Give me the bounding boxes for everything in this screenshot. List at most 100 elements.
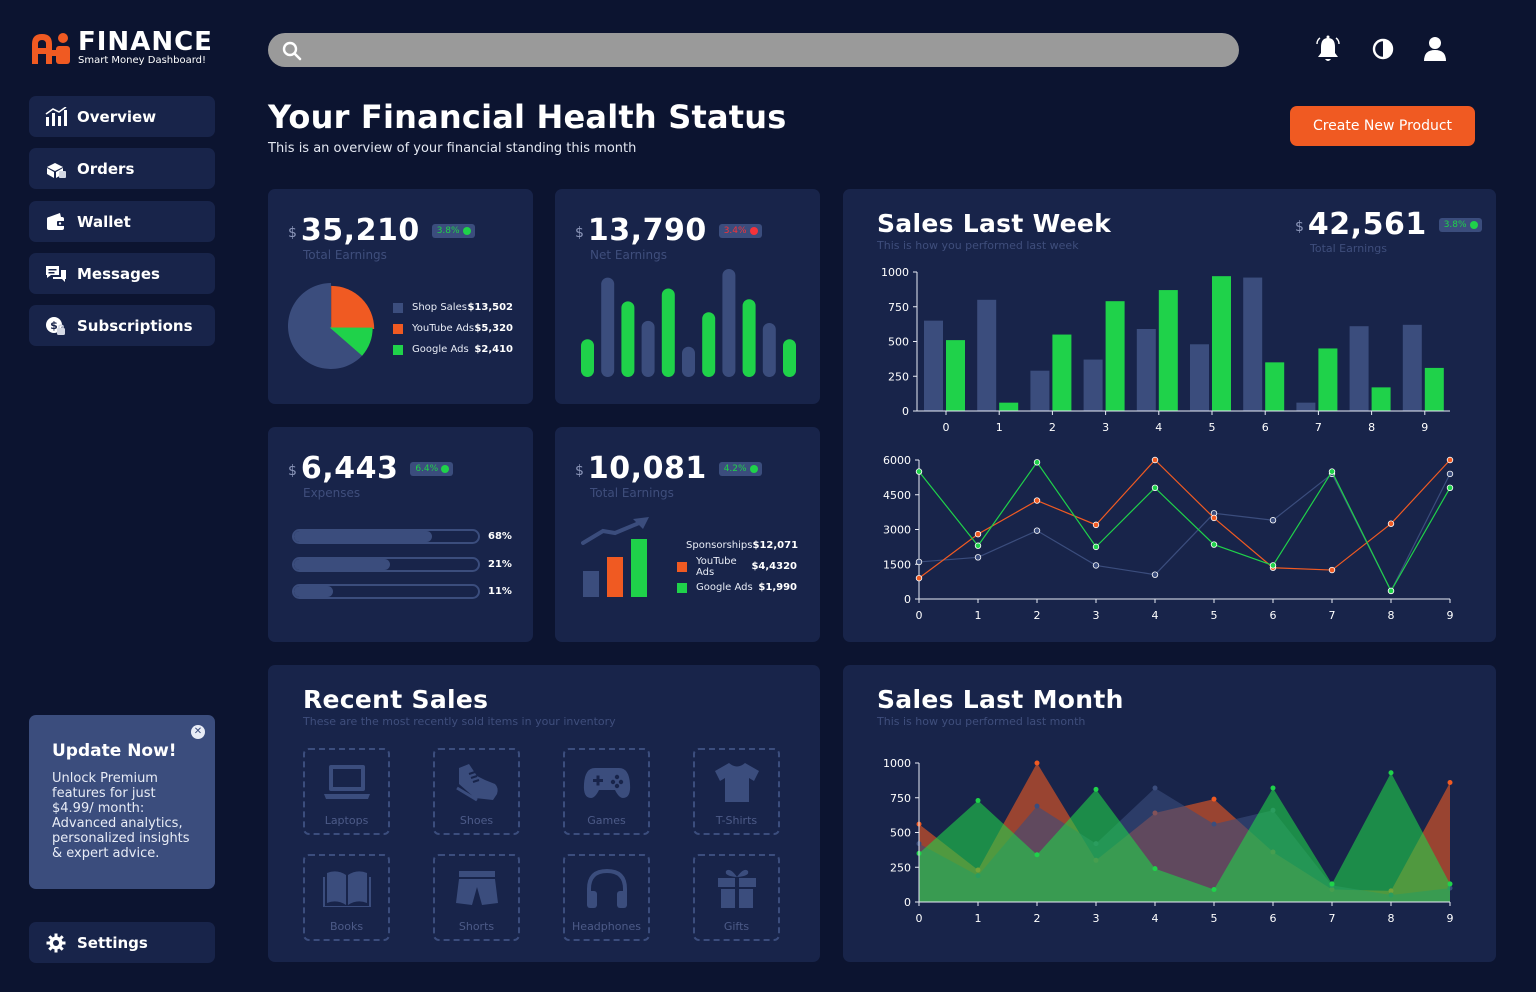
x-tick-label: 8: [1368, 421, 1375, 434]
progress-bar: [292, 557, 480, 572]
net-earnings-bar-chart: [581, 269, 796, 377]
data-point: [1388, 770, 1394, 776]
data-point: [1446, 484, 1454, 491]
currency-symbol: $: [288, 224, 297, 241]
x-tick-label: 4: [1155, 421, 1162, 434]
legend-item: Google Ads $1,990: [677, 577, 797, 598]
x-tick-label: 7: [1315, 421, 1322, 434]
bar: [1030, 370, 1050, 411]
close-icon[interactable]: ✕: [191, 725, 205, 739]
data-point: [1328, 566, 1336, 574]
settings-button[interactable]: Settings: [29, 922, 215, 963]
y-tick-label: 4500: [883, 489, 911, 502]
category-headphones[interactable]: Headphones: [563, 854, 650, 941]
bar: [1424, 367, 1444, 411]
sidebar-item-wallet[interactable]: Wallet: [29, 201, 215, 242]
data-point: [1151, 571, 1159, 578]
x-tick-label: 9: [1421, 421, 1428, 434]
series-line: [918, 459, 1451, 579]
status-badge: 6.4%: [410, 461, 454, 476]
data-point: [915, 574, 923, 582]
headphones-icon: [584, 856, 630, 920]
expenses-card: $ 6,443 6.4% Expenses 68% 21% 11%: [268, 427, 533, 642]
x-tick-label: 8: [1388, 609, 1395, 622]
sidebar-item-messages[interactable]: Messages: [29, 253, 215, 294]
bar: [1349, 326, 1369, 411]
notifications-bell-icon[interactable]: [1314, 34, 1342, 64]
weekly-bar-chart: 0 250 500 750 1000 0 1 2 3 4 5 6 7 8 9: [881, 266, 1450, 434]
data-point: [1033, 459, 1041, 466]
upgrade-promo-card: ✕ Update Now! Unlock Premium features fo…: [29, 715, 215, 889]
user-profile-icon[interactable]: [1421, 34, 1449, 64]
bar: [1296, 402, 1316, 411]
x-tick-label: 3: [1093, 912, 1100, 925]
legend-item: Google Ads $2,410: [393, 339, 513, 360]
y-tick-label: 1000: [883, 757, 911, 770]
bar: [1402, 324, 1422, 411]
expenses-value: 6,443: [300, 451, 399, 486]
logo-mark-icon: [30, 30, 76, 66]
sidebar-item-orders[interactable]: Orders: [29, 148, 215, 189]
data-point: [1269, 562, 1277, 569]
search-icon: [282, 41, 302, 65]
progress-bar: [292, 529, 480, 544]
data-point: [1270, 785, 1276, 791]
sidebar-item-label: Overview: [77, 107, 157, 126]
progress-bar: [292, 584, 480, 599]
bar: [702, 312, 716, 377]
y-tick-label: 1000: [881, 266, 909, 279]
x-tick-label: 3: [1102, 421, 1109, 434]
category-games[interactable]: Games: [563, 748, 650, 835]
search-bar[interactable]: [268, 33, 1239, 67]
progress-row: 68%: [292, 529, 512, 544]
category-tshirts[interactable]: T-Shirts: [693, 748, 780, 835]
bar: [946, 340, 965, 411]
y-tick-label: 500: [888, 336, 909, 349]
x-tick-label: 0: [916, 912, 923, 925]
data-point: [1092, 562, 1100, 569]
x-tick-label: 5: [1211, 912, 1218, 925]
bar: [762, 323, 776, 377]
data-point: [1211, 886, 1217, 892]
data-point: [915, 468, 923, 475]
x-tick-label: 0: [943, 421, 950, 434]
data-point: [975, 798, 981, 804]
data-point: [1210, 541, 1218, 548]
pie-slice: [331, 285, 375, 329]
weekly-line-chart: 0 1500 3000 4500 6000 0 1 2 3 4 5 6 7 8 9: [883, 454, 1454, 622]
sidebar-item-overview[interactable]: Overview: [29, 96, 215, 137]
sidebar-item-subscriptions[interactable]: $ Subscriptions: [29, 305, 215, 346]
category-shorts[interactable]: Shorts: [433, 854, 520, 941]
pie-slice: [329, 327, 373, 356]
data-point: [1152, 785, 1158, 791]
boxes-icon: [45, 159, 67, 179]
data-point: [1151, 484, 1159, 491]
expenses-label: Expenses: [303, 486, 361, 500]
legend-swatch: [393, 344, 403, 355]
category-shoes[interactable]: Shoes: [433, 748, 520, 835]
theme-toggle-icon[interactable]: [1369, 34, 1397, 64]
create-product-button[interactable]: Create New Product: [1290, 106, 1475, 146]
messages-icon: [45, 264, 67, 284]
series-area: [919, 772, 1450, 902]
bar: [1265, 362, 1285, 411]
data-point: [1034, 760, 1040, 766]
category-books[interactable]: Books: [303, 854, 390, 941]
page-title: Your Financial Health Status: [268, 98, 787, 136]
brand-logo[interactable]: FINANCE Smart Money Dashboard!: [30, 28, 213, 68]
category-laptops[interactable]: Laptops: [303, 748, 390, 835]
sales-last-month-card: Sales Last Month This is how you perform…: [843, 665, 1496, 962]
currency-symbol: $: [1295, 218, 1304, 235]
bar: [607, 557, 623, 597]
data-point: [1033, 497, 1041, 504]
data-point: [974, 554, 982, 561]
bar: [682, 346, 695, 377]
sales-week-subtitle: This is how you performed last week: [877, 239, 1079, 252]
bar: [1158, 290, 1178, 411]
x-tick-label: 9: [1447, 609, 1454, 622]
search-input[interactable]: [310, 33, 1239, 67]
total-earnings-value: 35,210: [300, 213, 420, 248]
legend-swatch: [677, 582, 687, 593]
promo-title: Update Now!: [52, 741, 177, 761]
category-gifts[interactable]: Gifts: [693, 854, 780, 941]
